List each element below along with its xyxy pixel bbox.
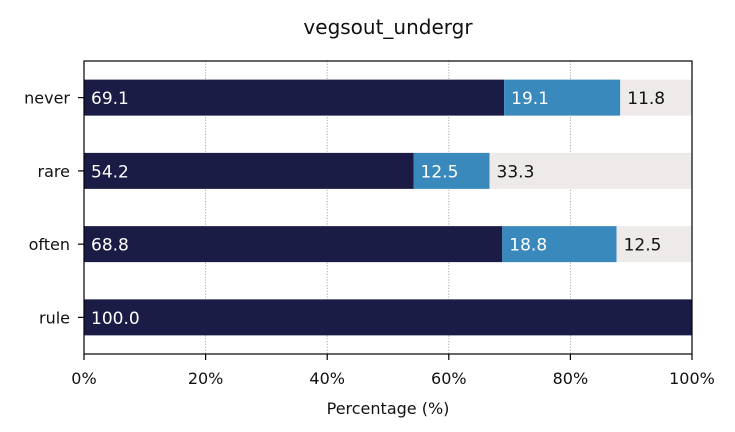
x-tick-label-5: 100% [669,369,715,388]
bar-rare-segment-0 [84,152,414,189]
bar-rare-segment-2 [489,152,692,189]
bars [84,79,693,336]
x-axis-label: Percentage (%) [327,399,450,418]
bar-never-segment-1 [504,79,621,116]
plot-frame [83,60,693,355]
x-tick-label-3: 60% [431,369,467,388]
data-labels: 69.1 19.1 11.8 54.2 12.5 33.3 68.8 18.8 12.5 100.… [91,89,665,329]
x-tick-label-2: 40% [309,369,345,388]
data-label-often-segment-0: 68.8 [91,236,129,256]
bar-rule-segment-0 [84,299,692,336]
data-label-never-segment-0: 69.1 [91,89,129,109]
y-axis-ticks: never rare often rule [24,89,84,327]
data-label-often-segment-2: 12.5 [624,236,662,256]
x-tick-label-0: 0% [71,369,96,388]
bar-rare-segment-1 [413,152,490,189]
x-axis-ticks: 0% 20% 40% 60% 80% 100% [71,354,715,388]
y-tick-label-often: often [29,235,70,254]
y-tick-label-rare: rare [38,162,70,181]
data-label-never-segment-2: 11.8 [627,89,665,109]
data-label-rare-segment-2: 33.3 [497,162,535,182]
y-tick-label-never: never [24,89,70,108]
bar-never-segment-2 [620,79,692,116]
chart-title: vegsout_undergr [303,15,473,39]
data-label-rule-segment-0: 100.0 [91,309,140,329]
bar-often-segment-0 [84,226,503,263]
data-label-often-segment-1: 18.8 [509,236,547,256]
data-label-never-segment-1: 19.1 [511,89,549,109]
x-tick-label-1: 20% [188,369,224,388]
bar-never-segment-0 [84,79,505,116]
bar-often-segment-2 [616,226,693,263]
y-tick-label-rule: rule [39,308,70,327]
bar-often-segment-1 [502,226,617,263]
x-tick-label-4: 80% [553,369,589,388]
data-label-rare-segment-1: 12.5 [421,162,459,182]
data-label-rare-segment-0: 54.2 [91,162,129,182]
